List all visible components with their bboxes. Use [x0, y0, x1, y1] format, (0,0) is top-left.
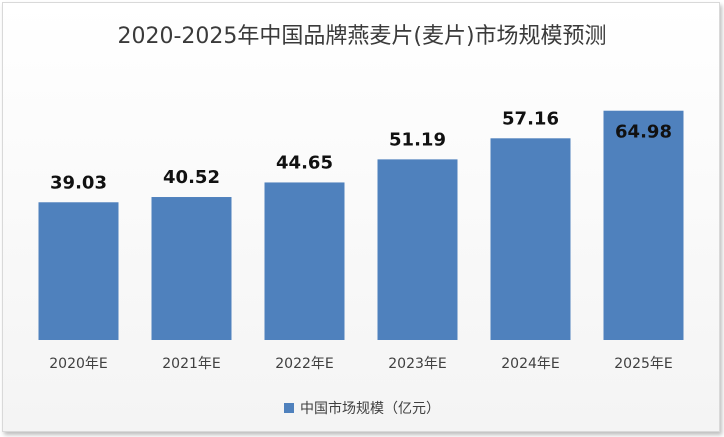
- data-label-2022年E: 44.65: [276, 152, 333, 173]
- data-label-2020年E: 39.03: [50, 172, 107, 193]
- chart-frame: [2, 2, 720, 432]
- x-tick-label-2022年E: 2022年E: [275, 356, 333, 372]
- x-tick-label-2020年E: 2020年E: [49, 356, 107, 372]
- legend-swatch: [284, 403, 294, 413]
- bar-2024年E: [490, 138, 571, 340]
- data-label-2021年E: 40.52: [163, 167, 220, 188]
- legend: 中国市场规模（亿元）: [0, 398, 724, 418]
- bar-2023年E: [377, 159, 458, 340]
- x-tick-label-2024年E: 2024年E: [501, 356, 559, 372]
- x-tick-label-2021年E: 2021年E: [162, 356, 220, 372]
- bar-2021年E: [151, 197, 232, 340]
- bar-2022年E: [264, 182, 345, 340]
- x-tick-label-2023年E: 2023年E: [388, 356, 446, 372]
- data-label-2024年E: 57.16: [502, 108, 559, 129]
- bar-2020年E: [38, 202, 119, 340]
- bar-2025年E: [603, 110, 684, 340]
- data-label-2023年E: 51.19: [389, 129, 446, 150]
- chart-title: 2020-2025年中国品牌燕麦片(麦片)市场规模预测: [117, 24, 607, 49]
- x-tick-label-2025年E: 2025年E: [614, 356, 672, 372]
- data-label-2025年E: 64.98: [615, 122, 672, 143]
- legend-label: 中国市场规模（亿元）: [300, 401, 440, 417]
